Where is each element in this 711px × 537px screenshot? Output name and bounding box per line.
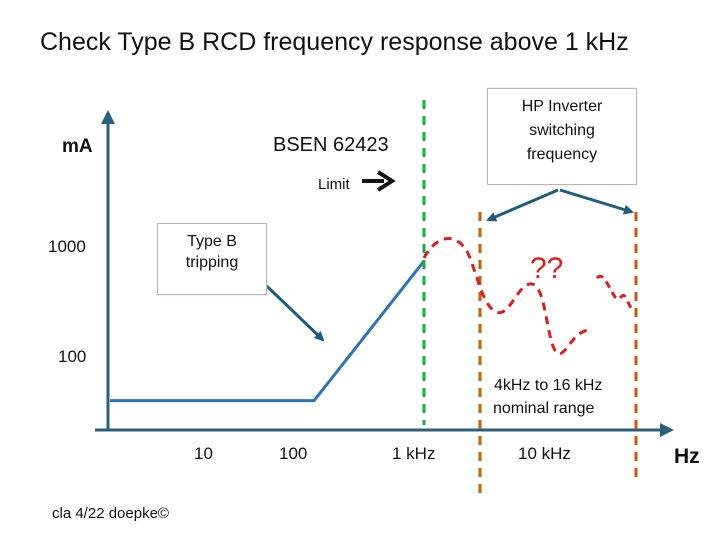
diagram-title: Check Type B RCD frequency response abov… <box>40 28 629 56</box>
callout-text: frequency <box>526 146 598 163</box>
x-tick-label: 100 <box>279 444 307 463</box>
unknown-response-curve-tail <box>595 274 636 310</box>
unknown-response-curve <box>422 237 591 356</box>
y-tick-label: 1000 <box>48 237 86 256</box>
y-axis-label: mA <box>62 136 93 157</box>
x-tick-label: 10 kHz <box>518 444 571 463</box>
callout-text: tripping <box>185 254 239 271</box>
hp-callout-arrow-right <box>559 188 634 215</box>
y-axis-arrowhead <box>101 110 115 124</box>
x-tick-label: 1 kHz <box>392 444 435 463</box>
type-b-response-line <box>110 260 426 403</box>
x-tick-label: 10 <box>194 444 213 463</box>
limit-label: Limit <box>318 176 351 193</box>
standard-label: BSEN 62423 <box>273 134 389 156</box>
range-label-line-2: nominal range <box>493 400 595 417</box>
footer-credit: cla 4/22 doepke© <box>52 505 169 522</box>
callout-text: Type B <box>187 233 237 250</box>
range-label-line-1: 4kHz to 16 kHz <box>494 377 602 394</box>
type-b-tripping-callout: Type B tripping <box>157 223 267 295</box>
y-tick-label: 100 <box>58 347 86 366</box>
x-axis-label: Hz <box>674 445 700 468</box>
x-axis-arrowhead <box>660 423 674 437</box>
hp-callout-arrow-left <box>486 188 559 222</box>
callout-text: HP Inverter <box>521 98 603 115</box>
callout-text: switching <box>529 122 595 139</box>
hp-inverter-callout: HP Inverter switching frequency <box>487 88 637 185</box>
limit-arrow-icon <box>362 170 396 192</box>
unknown-label: ?? <box>530 252 563 285</box>
